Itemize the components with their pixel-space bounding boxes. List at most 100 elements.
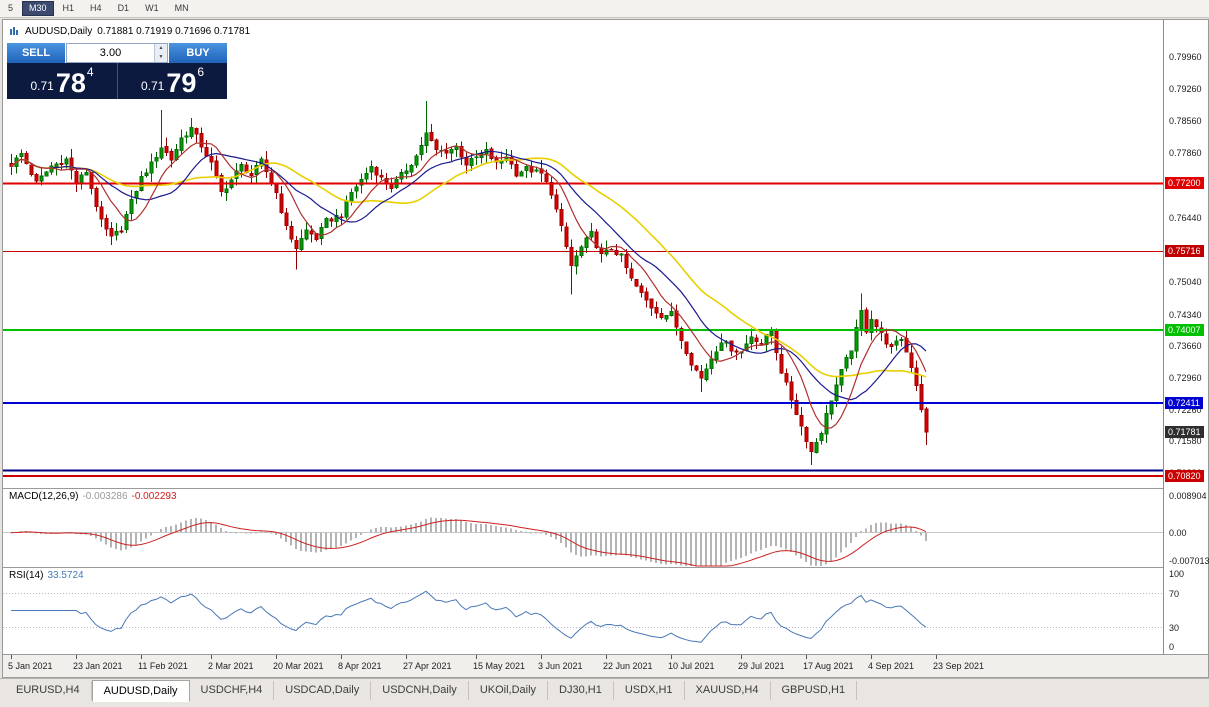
buy-price-base: 0.71 [140, 79, 165, 93]
time-tick [276, 655, 277, 659]
time-axis-label: 5 Jan 2021 [8, 661, 53, 671]
time-axis-label: 29 Jul 2021 [738, 661, 785, 671]
timeframe-toolbar: 5 M30 H1 H4 D1 W1 MN [0, 0, 1209, 18]
timeframe-button-d1[interactable]: D1 [117, 3, 130, 13]
time-axis[interactable]: 5 Jan 2021 23 Jan 2021 11 Feb 2021 2 Mar 20… [3, 654, 1208, 677]
time-axis-label: 8 Apr 2021 [338, 661, 382, 671]
price-level-tag: 0.74007 [1165, 324, 1204, 336]
macd-signal-value: -0.002293 [131, 491, 177, 502]
rsi-canvas[interactable] [3, 568, 1163, 653]
tab-dj30-h1[interactable]: DJ30,H1 [548, 681, 614, 700]
timeframe-button-h4[interactable]: H4 [90, 3, 102, 13]
price-scale-label: 0.77860 [1169, 148, 1202, 158]
chart-window: AUDUSD,Daily 0.71881 0.71919 0.71696 0.7… [2, 19, 1209, 678]
time-tick [871, 655, 872, 659]
rsi-scale-label: 30 [1169, 623, 1180, 633]
price-scale-label: 0.76440 [1169, 213, 1202, 223]
sell-price-base: 0.71 [30, 79, 54, 93]
price-scale[interactable]: 0.79960 0.79260 0.78560 0.77860 0.76440 0.750… [1163, 20, 1209, 654]
sell-price-big: 78 [55, 68, 86, 98]
time-tick [741, 655, 742, 659]
tab-eurusd-h4[interactable]: EURUSD,H4 [5, 681, 92, 700]
time-tick [541, 655, 542, 659]
time-tick [806, 655, 807, 659]
volume-box: 3.00 ▲ ▼ [66, 43, 168, 63]
chart-tabs-bar: EURUSD,H4 AUDUSD,Daily USDCHF,H4 USDCAD,Dai… [0, 678, 1209, 707]
chart-header: AUDUSD,Daily 0.71881 0.71919 0.71696 0.7… [9, 26, 250, 37]
macd-canvas[interactable] [3, 489, 1163, 567]
timeframe-button-w1[interactable]: W1 [145, 3, 159, 13]
time-axis-label: 17 Aug 2021 [803, 661, 854, 671]
time-tick [211, 655, 212, 659]
chart-ohlc-values: 0.71881 0.71919 0.71696 0.71781 [97, 26, 251, 37]
chart-icon [10, 27, 18, 35]
main-chart-canvas[interactable] [3, 20, 1163, 488]
tab-usdx-h1[interactable]: USDX,H1 [614, 681, 685, 700]
time-tick [11, 655, 12, 659]
tab-usdcnh-daily[interactable]: USDCNH,Daily [371, 681, 469, 700]
time-tick [341, 655, 342, 659]
volume-down-icon[interactable]: ▼ [155, 53, 167, 62]
time-axis-label: 20 Mar 2021 [273, 661, 324, 671]
macd-main-value: -0.003286 [82, 491, 128, 502]
price-scale-label: 0.74340 [1169, 310, 1202, 320]
rsi-scale-label: 100 [1169, 569, 1185, 579]
rsi-scale-label: 0 [1169, 642, 1175, 652]
volume-up-icon[interactable]: ▲ [155, 44, 167, 53]
tab-audusd-daily[interactable]: AUDUSD,Daily [91, 680, 190, 702]
price-scale-label: 0.72960 [1169, 373, 1202, 383]
time-axis-label: 4 Sep 2021 [868, 661, 915, 671]
tab-xauusd-h4[interactable]: XAUUSD,H4 [685, 681, 771, 700]
sell-price-sup: 4 [86, 65, 94, 79]
tab-usdchf-h4[interactable]: USDCHF,H4 [190, 681, 275, 700]
panel-separator[interactable] [3, 488, 1208, 489]
price-level-tag: 0.70820 [1165, 470, 1204, 482]
timeframe-button-m30[interactable]: M30 [22, 1, 54, 16]
buy-price[interactable]: 0.71 79 6 [117, 63, 227, 99]
time-tick [406, 655, 407, 659]
buy-price-sup: 6 [197, 65, 205, 79]
tab-usdcad-daily[interactable]: USDCAD,Daily [274, 681, 372, 700]
tab-ukoil-daily[interactable]: UKOil,Daily [469, 681, 549, 700]
price-level-tag: 0.75716 [1165, 245, 1204, 257]
timeframe-button-5[interactable]: 5 [8, 3, 14, 13]
time-tick [141, 655, 142, 659]
sell-price[interactable]: 0.71 78 4 [7, 63, 117, 99]
timeframe-button-h1[interactable]: H1 [62, 3, 75, 13]
macd-title: MACD(12,26,9) -0.003286 -0.002293 [9, 491, 177, 502]
time-tick [936, 655, 937, 659]
panel-separator[interactable] [3, 567, 1208, 568]
time-axis-label: 10 Jul 2021 [668, 661, 715, 671]
time-axis-label: 3 Jun 2021 [538, 661, 583, 671]
chart-symbol-label: AUDUSD,Daily [25, 26, 93, 37]
volume-input[interactable]: 3.00 [99, 47, 122, 59]
tab-gbpusd-h1[interactable]: GBPUSD,H1 [771, 681, 858, 700]
macd-scale-label: 0.00 [1169, 528, 1187, 538]
rsi-label: RSI(14) [9, 570, 44, 581]
price-scale-label: 0.79260 [1169, 84, 1202, 94]
sell-button[interactable]: SELL [7, 43, 65, 63]
buy-price-big: 79 [166, 68, 197, 98]
time-axis-label: 23 Sep 2021 [933, 661, 985, 671]
one-click-trading-panel: SELL 3.00 ▲ ▼ BUY 0.71 78 4 0.71 79 6 [7, 43, 227, 99]
time-axis-label: 27 Apr 2021 [403, 661, 452, 671]
time-axis-label: 15 May 2021 [473, 661, 526, 671]
time-axis-label: 11 Feb 2021 [138, 661, 188, 671]
buy-button[interactable]: BUY [169, 43, 227, 63]
price-scale-label: 0.71580 [1169, 436, 1202, 446]
time-tick [476, 655, 477, 659]
price-scale-label: 0.73660 [1169, 341, 1202, 351]
price-scale-label: 0.75040 [1169, 277, 1202, 287]
timeframe-button-mn[interactable]: MN [174, 3, 189, 13]
time-axis-label: 22 Jun 2021 [603, 661, 653, 671]
price-scale-label: 0.79960 [1169, 52, 1202, 62]
time-tick [606, 655, 607, 659]
macd-label: MACD(12,26,9) [9, 491, 79, 502]
price-level-tag: 0.72411 [1165, 397, 1203, 409]
macd-scale-label: -0.007013 [1169, 556, 1209, 566]
price-level-tag: 0.77200 [1165, 177, 1204, 189]
macd-scale-label: 0.008904 [1169, 491, 1207, 501]
rsi-value: 33.5724 [47, 570, 84, 581]
time-axis-label: 2 Mar 2021 [208, 661, 254, 671]
